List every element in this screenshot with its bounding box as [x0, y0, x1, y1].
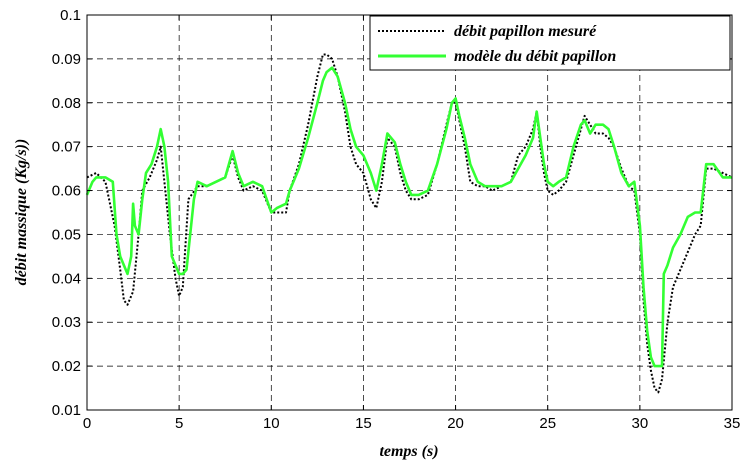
series-line-measured [86, 53, 733, 394]
x-tick-label: 15 [355, 415, 372, 432]
legend-box [369, 15, 731, 71]
x-tick-label: 30 [632, 415, 649, 432]
y-tick-label: 0.07 [52, 139, 81, 156]
x-tick-label: 20 [447, 415, 464, 432]
series-group [85, 53, 733, 394]
x-tick-label: 0 [83, 415, 91, 432]
series-line-model [85, 66, 732, 368]
y-tick-label: 0.06 [52, 183, 81, 200]
legend-label-measured: débit papillon mesuré [454, 23, 597, 40]
y-tick-label: 0.02 [52, 358, 81, 375]
y-tick-label: 0.01 [52, 402, 81, 419]
plot-frame [86, 14, 733, 411]
x-tick-label: 5 [175, 415, 183, 432]
y-axis-label: débit massique (Kg/s)) [13, 139, 30, 286]
legend: débit papillon mesuré modèle du débit pa… [369, 15, 731, 71]
plot-area [87, 15, 732, 410]
y-tick-label: 0.09 [52, 51, 81, 68]
y-tick-label: 0.03 [52, 314, 81, 331]
y-tick-label: 0.05 [52, 226, 81, 243]
x-axis-label: temps (s) [379, 443, 438, 460]
y-tick-label: 0.04 [52, 270, 81, 287]
x-tick-label: 10 [263, 415, 280, 432]
y-tick-label: 0.08 [52, 95, 81, 112]
x-tick-label: 25 [539, 415, 556, 432]
y-tick-label: 0.1 [60, 7, 81, 24]
x-tick-label: 35 [724, 415, 741, 432]
legend-label-model: modèle du débit papillon [454, 48, 616, 65]
ticks: 0 5 10 15 20 25 30 35 0.01 0.02 0.03 0.04 0.05 0.06 0.… [52, 7, 741, 432]
